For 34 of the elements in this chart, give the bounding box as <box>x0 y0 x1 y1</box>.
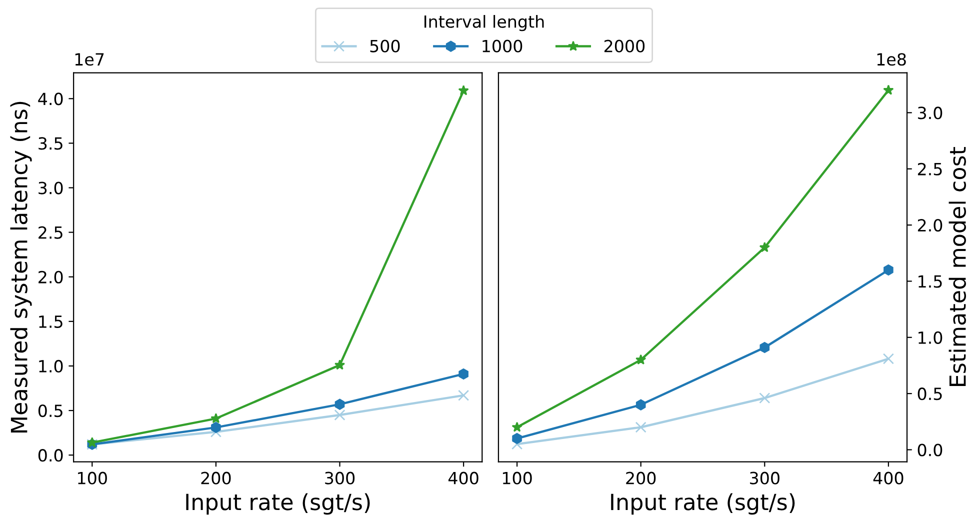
legend-label: 1000 <box>482 40 522 52</box>
x-tick-label: 100 <box>78 472 107 484</box>
x-tick-label: 300 <box>325 472 355 484</box>
y-tick-label: 3.0 <box>38 182 63 194</box>
y-tick-label: 0.5 <box>38 404 62 418</box>
y2-tick-label: 1.0 <box>918 331 942 344</box>
y-tick-label: 3.5 <box>38 137 62 150</box>
legend-title: Interval length <box>424 15 544 32</box>
x-axis-title: Input rate (sgt/s) <box>611 493 795 515</box>
y-tick-label: 4.0 <box>38 92 63 106</box>
y2-tick-label: 0.5 <box>918 388 942 400</box>
y2-axis-title: Estimated model cost <box>948 146 966 386</box>
x-tick-label: 300 <box>750 472 780 484</box>
y-tick-label: 1.0 <box>39 360 63 373</box>
y-axis-title: Measured system latency (ns) <box>10 102 32 432</box>
y2-tick-label: 0.0 <box>918 444 942 456</box>
y2-tick-label: 1.5 <box>918 275 942 288</box>
text: 1e8 <box>877 53 906 66</box>
y2-tick-label: 2.0 <box>918 219 942 232</box>
y-tick-label: 0.0 <box>38 449 63 462</box>
x-tick-label: 200 <box>201 472 231 484</box>
x-tick-label: 400 <box>873 472 904 484</box>
x-tick-label: 400 <box>448 472 478 484</box>
y-tick-label: 1.5 <box>39 316 62 328</box>
x-axis-title: Input rate (sgt/s) <box>186 493 370 515</box>
y2-tick-label: 3.0 <box>918 106 942 120</box>
y2-tick-label: 2.5 <box>918 162 942 176</box>
text: 1e7 <box>75 53 104 66</box>
x-tick-label: 100 <box>502 472 532 484</box>
x-tick-label: 200 <box>626 472 656 484</box>
legend-label: 2000 <box>604 40 645 52</box>
legend-label: 500 <box>370 40 400 52</box>
y-tick-label: 2.5 <box>38 226 62 239</box>
y-tick-label: 2.0 <box>38 270 63 284</box>
